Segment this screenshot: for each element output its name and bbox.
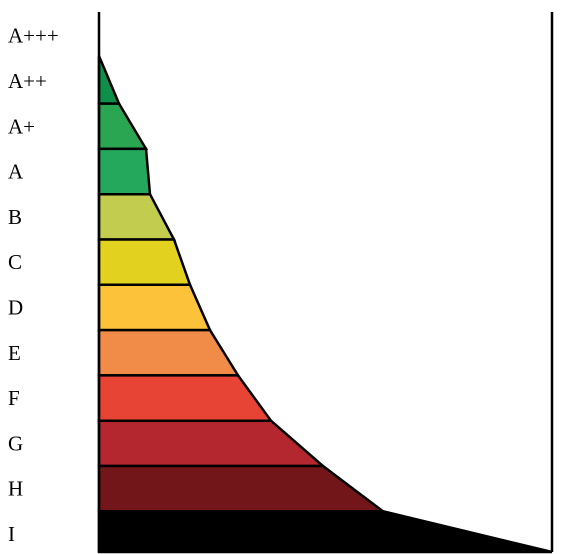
band-c (97, 238, 192, 287)
band-f (97, 374, 274, 422)
rating-label-g: G (8, 431, 23, 455)
rating-label-appp: A+++ (8, 24, 59, 48)
band-g (97, 419, 327, 468)
rating-label-ap: A+ (8, 114, 35, 138)
band-i (97, 510, 553, 554)
rating-label-f: F (8, 386, 20, 410)
rating-label-c: C (8, 250, 22, 274)
band-b (97, 192, 177, 241)
rating-label-app: A++ (8, 69, 47, 93)
rating-bands (97, 55, 553, 554)
rating-label-h: H (8, 477, 23, 501)
band-a (97, 147, 152, 196)
rating-label-i: I (8, 522, 15, 546)
rating-label-d: D (8, 295, 23, 319)
band-ap (97, 102, 149, 151)
rating-label-b: B (8, 205, 22, 229)
chart-outline (97, 12, 554, 552)
rating-label-a: A (8, 160, 24, 184)
band-d (97, 283, 212, 332)
band-h (97, 464, 387, 513)
band-app (97, 55, 121, 105)
band-e (97, 328, 241, 377)
rating-label-e: E (8, 341, 21, 365)
